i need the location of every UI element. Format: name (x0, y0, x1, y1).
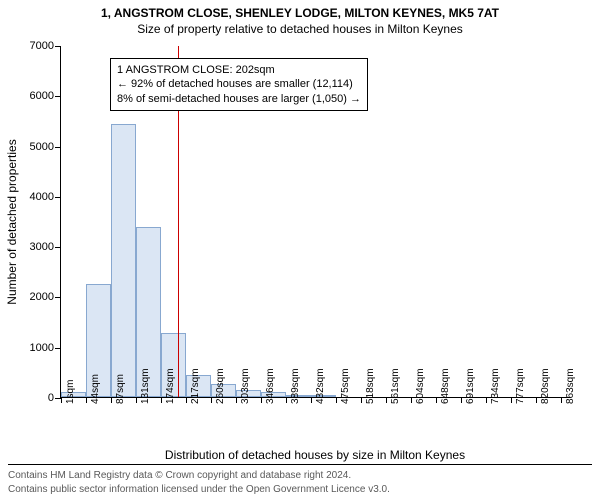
x-tick-label: 260sqm (215, 368, 226, 404)
x-tick-label: 475sqm (340, 368, 351, 404)
x-tick (386, 397, 387, 403)
histogram-bar (111, 124, 137, 397)
x-tick (561, 397, 562, 403)
x-tick (411, 397, 412, 403)
x-axis-label: Distribution of detached houses by size … (60, 448, 570, 462)
x-tick-label: 518sqm (365, 368, 376, 404)
annotation-line: 8% of semi-detached houses are larger (1… (117, 92, 361, 106)
x-tick (161, 397, 162, 403)
footer-line-1: Contains HM Land Registry data © Crown c… (8, 469, 592, 483)
y-tick (55, 297, 61, 298)
x-tick-label: 44sqm (90, 374, 101, 404)
histogram-chart: 010002000300040005000600070001sqm44sqm87… (60, 46, 570, 398)
y-tick-label: 1000 (14, 342, 54, 354)
y-tick-label: 4000 (14, 191, 54, 203)
x-tick (61, 397, 62, 403)
y-tick-label: 3000 (14, 241, 54, 253)
x-tick (211, 397, 212, 403)
y-tick-label: 2000 (14, 291, 54, 303)
footer-line-2: Contains public sector information licen… (8, 483, 592, 497)
x-tick-label: 734sqm (490, 368, 501, 404)
x-tick-label: 303sqm (240, 368, 251, 404)
x-tick-label: 174sqm (165, 368, 176, 404)
y-axis-label: Number of detached properties (5, 139, 19, 304)
x-tick-label: 87sqm (115, 374, 126, 404)
x-tick-label: 820sqm (540, 368, 551, 404)
x-tick-label: 648sqm (440, 368, 451, 404)
annotation-box: 1 ANGSTROM CLOSE: 202sqm← 92% of detache… (110, 58, 368, 111)
x-tick (436, 397, 437, 403)
y-tick (55, 348, 61, 349)
x-tick (136, 397, 137, 403)
annotation-line: 1 ANGSTROM CLOSE: 202sqm (117, 63, 361, 77)
x-tick (86, 397, 87, 403)
x-tick-label: 691sqm (465, 368, 476, 404)
x-tick (536, 397, 537, 403)
x-tick (336, 397, 337, 403)
x-tick (186, 397, 187, 403)
x-tick-label: 217sqm (190, 368, 201, 404)
page-title: 1, ANGSTROM CLOSE, SHENLEY LODGE, MILTON… (0, 6, 600, 20)
annotation-line: ← 92% of detached houses are smaller (12… (117, 77, 361, 91)
x-tick-label: 863sqm (565, 368, 576, 404)
x-tick-label: 604sqm (415, 368, 426, 404)
y-tick (55, 147, 61, 148)
x-tick (511, 397, 512, 403)
x-tick-label: 1sqm (65, 380, 76, 404)
x-tick-label: 346sqm (265, 368, 276, 404)
page-subtitle: Size of property relative to detached ho… (0, 20, 600, 36)
y-tick-label: 6000 (14, 90, 54, 102)
y-tick (55, 96, 61, 97)
y-tick-label: 7000 (14, 40, 54, 52)
x-tick (236, 397, 237, 403)
x-tick (111, 397, 112, 403)
x-tick (311, 397, 312, 403)
x-tick (486, 397, 487, 403)
title-block: 1, ANGSTROM CLOSE, SHENLEY LODGE, MILTON… (0, 0, 600, 36)
y-tick (55, 197, 61, 198)
y-tick-label: 0 (14, 392, 54, 404)
x-tick-label: 777sqm (515, 368, 526, 404)
x-tick (461, 397, 462, 403)
x-tick (361, 397, 362, 403)
x-tick (286, 397, 287, 403)
x-tick-label: 432sqm (315, 368, 326, 404)
y-tick-label: 5000 (14, 141, 54, 153)
x-tick-label: 389sqm (290, 368, 301, 404)
y-tick (55, 46, 61, 47)
x-tick (261, 397, 262, 403)
y-tick (55, 247, 61, 248)
x-tick-label: 561sqm (390, 368, 401, 404)
x-tick-label: 131sqm (140, 368, 151, 404)
footer: Contains HM Land Registry data © Crown c… (8, 464, 592, 496)
